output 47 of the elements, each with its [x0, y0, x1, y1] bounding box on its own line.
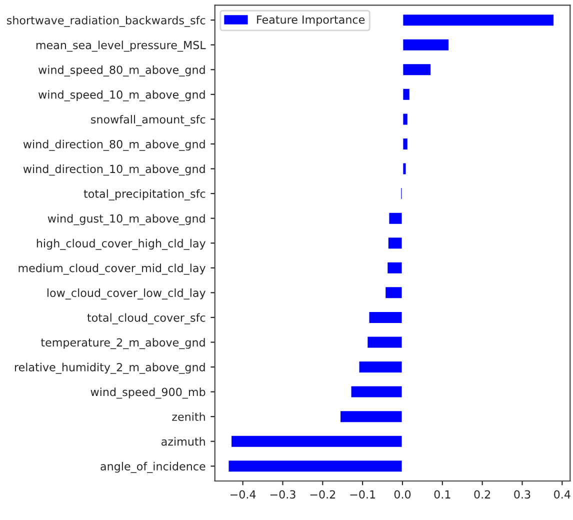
y-tick-label: angle_of_incidence: [100, 462, 206, 473]
y-tick-label: wind_gust_10_m_above_gnd: [48, 214, 205, 226]
y-tick-label: medium_cloud_cover_mid_cld_lay: [18, 264, 206, 275]
y-tick-label: total_cloud_cover_sfc: [87, 313, 206, 324]
y-tick-label: azimuth: [162, 437, 205, 446]
x-tick-label: 0.0: [394, 490, 411, 499]
bar: [387, 236, 404, 250]
y-tick-label: low_cloud_cover_low_cld_lay: [47, 288, 206, 300]
bar: [402, 62, 432, 77]
bar: [358, 360, 404, 374]
bar: [386, 260, 404, 275]
bar: [388, 211, 404, 226]
bar: [402, 13, 555, 27]
y-tick-label: snowfall_amount_sfc: [91, 114, 206, 126]
x-tick-label: −0.1: [350, 490, 376, 499]
x-tick-label: 0.4: [554, 490, 570, 499]
y-tick-label: wind_direction_10_m_above_gnd: [23, 164, 205, 176]
x-tick-label: −0.4: [230, 490, 256, 499]
bar: [227, 459, 404, 474]
y-tick-label: zenith: [172, 412, 205, 421]
bar: [402, 38, 450, 52]
y-tick-label: high_cloud_cover_high_cld_lay: [36, 238, 206, 250]
bar: [366, 335, 404, 350]
bar: [402, 88, 411, 102]
y-tick-label: wind_speed_900_mb: [90, 388, 206, 399]
x-tick-label: −0.2: [310, 490, 336, 499]
y-tick-label: shortwave_radiation_backwards_sfc: [6, 16, 206, 27]
bar: [402, 112, 409, 126]
x-tick-label: 0.1: [434, 490, 450, 499]
bar: [230, 434, 404, 448]
bar: [339, 410, 404, 424]
bar: [402, 162, 408, 176]
x-tick-label: 0.2: [474, 490, 490, 499]
bar: [368, 310, 404, 324]
x-tick-label: 0.3: [514, 490, 530, 499]
bar: [384, 286, 404, 300]
legend-label: Feature Importance: [257, 16, 365, 26]
bar: [402, 137, 409, 151]
y-tick-label: relative_humidity_2_m_above_gnd: [14, 362, 205, 374]
y-tick-label: wind_speed_10_m_above_gnd: [38, 90, 205, 102]
y-tick-label: temperature_2_m_above_gnd: [40, 338, 205, 350]
x-tick-label: −0.3: [270, 490, 296, 499]
y-tick-label: total_precipitation_sfc: [84, 189, 206, 200]
y-tick-label: mean_sea_level_pressure_MSL: [36, 40, 206, 52]
bar: [350, 384, 404, 399]
y-tick-label: wind_speed_80_m_above_gnd: [38, 65, 205, 76]
y-tick-label: wind_direction_80_m_above_gnd: [23, 140, 205, 151]
